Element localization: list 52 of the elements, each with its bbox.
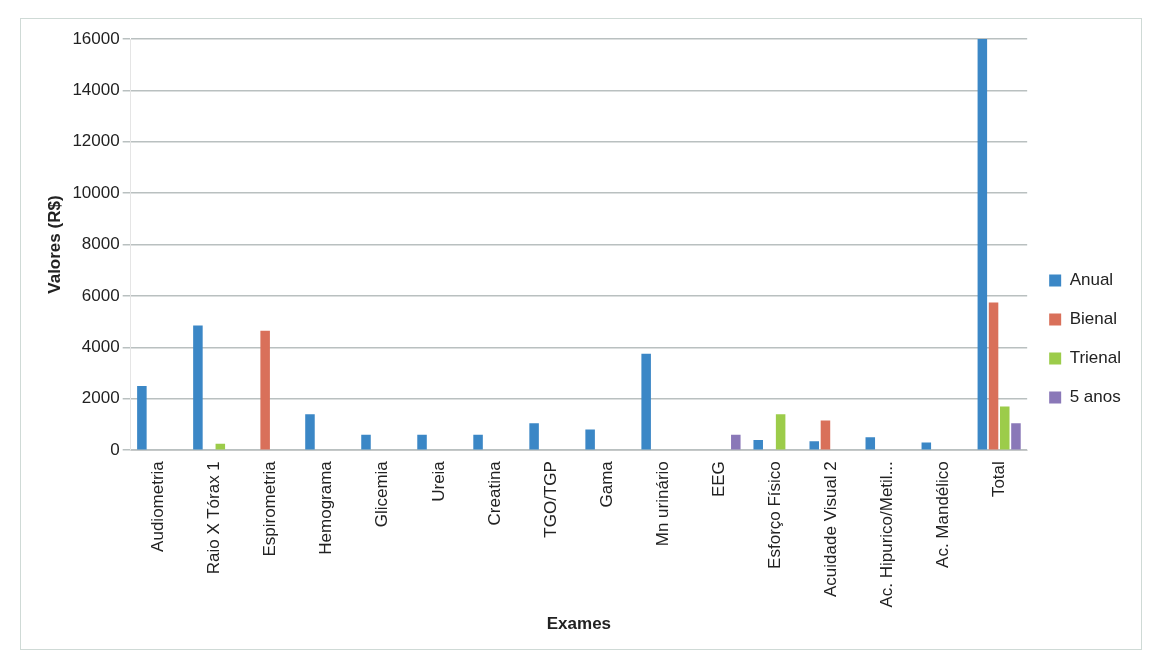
x-tick-label: Esforço Físico xyxy=(764,461,784,569)
x-tick-label: Ac. Hipurico/Metil... xyxy=(876,461,896,608)
y-tick-label: 16000 xyxy=(72,28,120,48)
x-tick-label: Glicemia xyxy=(372,460,392,528)
x-tick-label: Audiometria xyxy=(148,460,168,552)
bar xyxy=(820,420,831,450)
bar xyxy=(137,385,147,450)
y-tick-label: 8000 xyxy=(81,234,120,254)
x-tick-label: Hemograma xyxy=(316,460,336,555)
bar xyxy=(260,330,270,450)
bar xyxy=(999,406,1010,450)
x-tick-label: Gama xyxy=(596,460,616,508)
x-tick-label: Mn urinário xyxy=(652,461,672,547)
legend-label: 5 anos xyxy=(1069,387,1121,407)
legend-label: Trienal xyxy=(1069,348,1122,368)
y-tick-label: 2000 xyxy=(81,388,120,408)
bar xyxy=(585,429,595,450)
bar xyxy=(921,442,932,450)
y-tick-label: 14000 xyxy=(72,80,120,100)
bar xyxy=(731,434,741,450)
bar xyxy=(865,437,876,450)
y-tick-label: 10000 xyxy=(72,182,120,202)
bar xyxy=(193,325,203,450)
bar xyxy=(977,39,988,450)
bar xyxy=(809,441,820,450)
x-axis-title: Exames xyxy=(546,614,612,634)
y-tick-label: 4000 xyxy=(81,337,120,357)
x-tick-label: Acuidade Visual 2 xyxy=(820,461,840,597)
x-tick-label: Raio X Tórax 1 xyxy=(204,461,224,575)
bar xyxy=(641,353,651,450)
legend-label: Anual xyxy=(1069,270,1114,290)
x-tick-label: Creatina xyxy=(484,460,504,526)
bar xyxy=(753,439,763,450)
bar xyxy=(361,434,371,450)
x-tick-label: TGO/TGP xyxy=(540,461,560,538)
y-tick-label: 12000 xyxy=(72,131,120,151)
bar xyxy=(775,414,786,450)
bar xyxy=(417,434,427,450)
x-tick-label: Total xyxy=(988,461,1008,498)
x-tick-label: Espirometria xyxy=(260,460,280,557)
x-tick-label: EEG xyxy=(708,461,728,498)
bar xyxy=(1011,423,1021,450)
legend-label: Bienal xyxy=(1069,309,1117,329)
bar xyxy=(529,423,539,450)
x-tick-label: Ureia xyxy=(428,460,448,502)
bar xyxy=(988,302,999,450)
y-tick-label: 0 xyxy=(110,439,120,459)
bar xyxy=(305,414,315,450)
bar xyxy=(473,434,483,450)
y-axis-title: Valores (R$) xyxy=(44,195,64,294)
y-tick-label: 6000 xyxy=(81,285,120,305)
x-tick-label: Ac. Mandélico xyxy=(932,461,952,568)
